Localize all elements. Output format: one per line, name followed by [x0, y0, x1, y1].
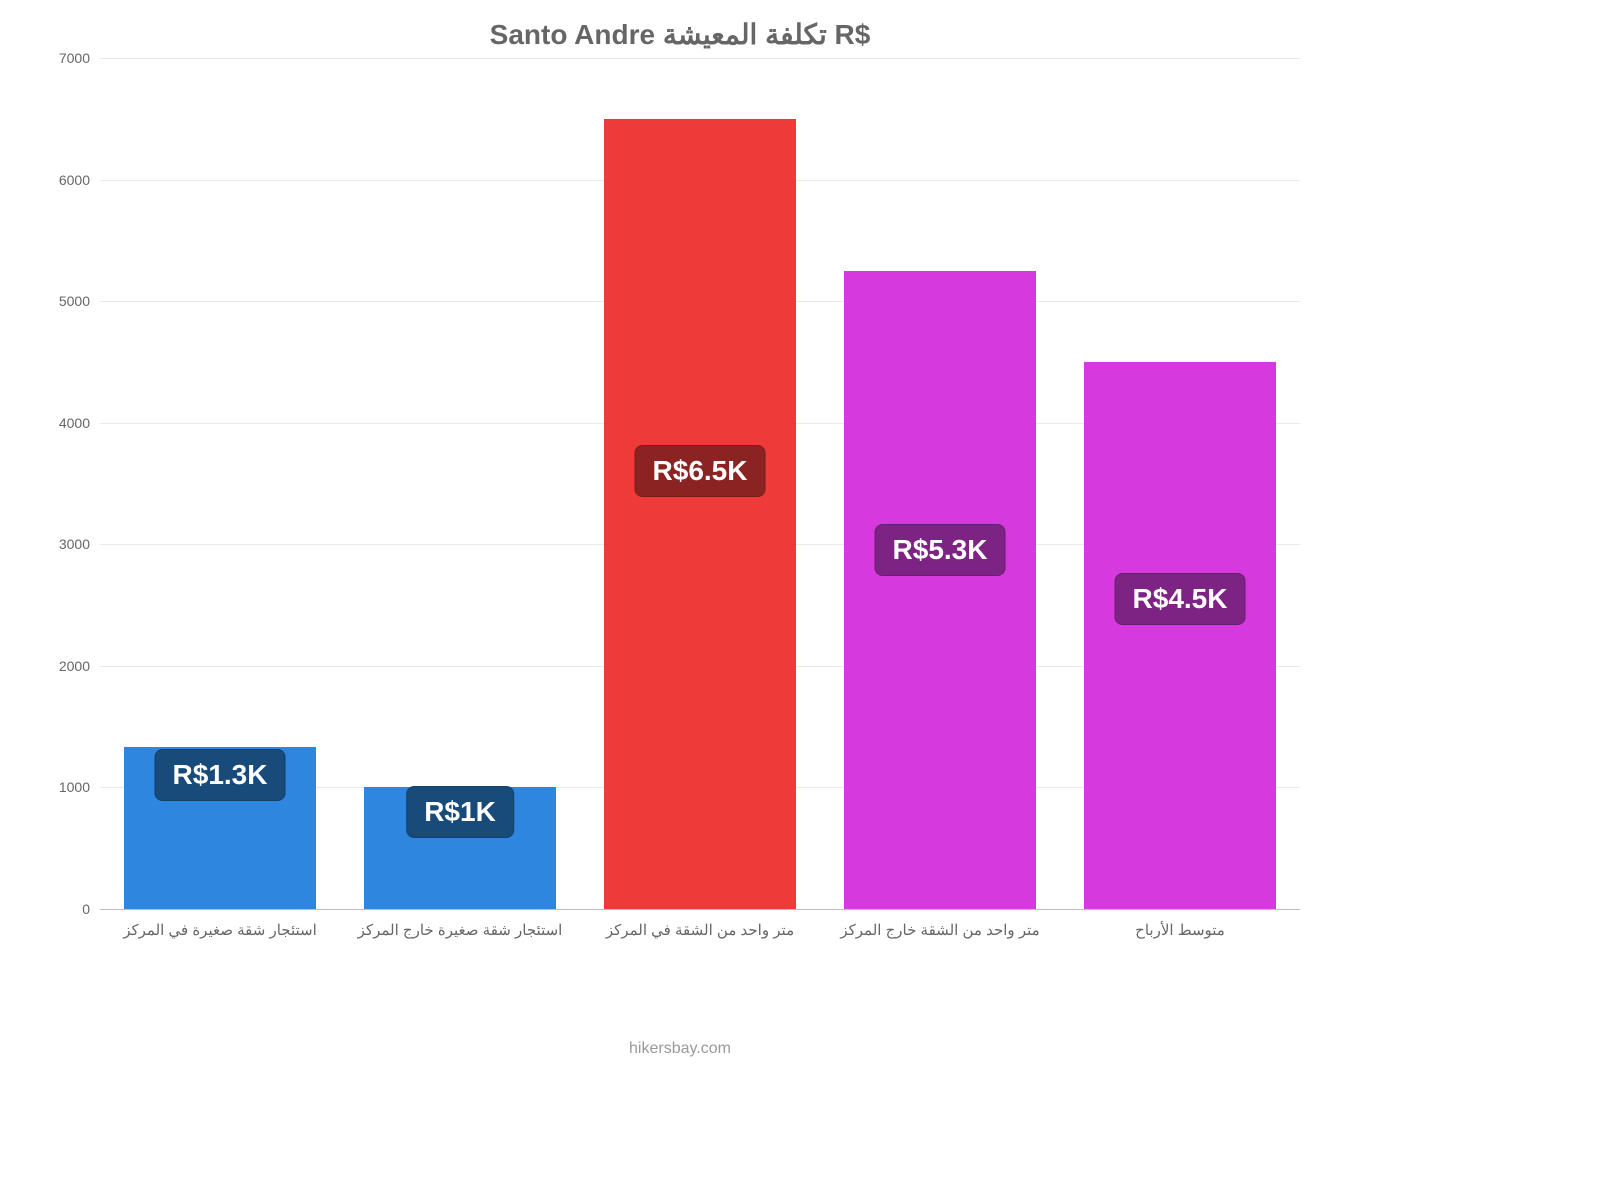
x-axis-label: متر واحد من الشقة خارج المركز: [840, 909, 1039, 939]
y-axis-label: 4000: [59, 415, 100, 431]
x-axis-label: استئجار شقة صغيرة خارج المركز: [358, 909, 563, 939]
y-axis-label: 2000: [59, 658, 100, 674]
x-axis-label: متوسط الأرباح: [1135, 909, 1225, 939]
gridline: [100, 58, 1300, 59]
x-axis-label: استئجار شقة صغيرة في المركز: [123, 909, 317, 939]
y-axis-label: 6000: [59, 172, 100, 188]
value-badge: R$6.5K: [635, 445, 766, 497]
x-axis-label: متر واحد من الشقة في المركز: [606, 909, 794, 939]
plot-area: 01000200030004000500060007000R$1.3Kاستئج…: [100, 58, 1300, 910]
footer-attribution: hikersbay.com: [0, 1040, 1360, 1058]
y-axis-label: 1000: [59, 779, 100, 795]
value-badge: R$1.3K: [155, 749, 286, 801]
y-axis-label: 3000: [59, 536, 100, 552]
chart-container: Santo Andre تكلفة المعيشة R$ 01000200030…: [40, 10, 1320, 970]
chart-title: Santo Andre تكلفة المعيشة R$: [40, 18, 1320, 51]
bar: [604, 119, 796, 909]
y-axis-label: 7000: [59, 50, 100, 66]
value-badge: R$1K: [406, 786, 514, 838]
y-axis-label: 5000: [59, 293, 100, 309]
value-badge: R$4.5K: [1115, 573, 1246, 625]
y-axis-label: 0: [82, 901, 100, 917]
bar: [1084, 362, 1276, 909]
bar: [844, 271, 1036, 909]
value-badge: R$5.3K: [875, 524, 1006, 576]
